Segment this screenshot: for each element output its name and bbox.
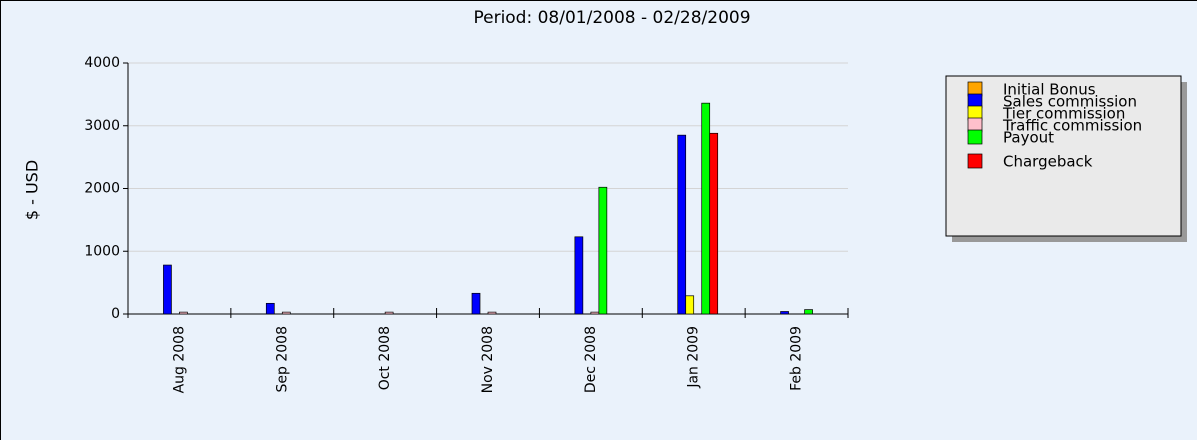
bar <box>163 264 172 315</box>
y-tick-label: 3000 <box>84 118 120 134</box>
legend <box>945 75 1182 237</box>
y-tick-label: 2000 <box>84 181 120 197</box>
x-tick-label: Dec 2008 <box>583 326 599 393</box>
bar <box>709 132 719 315</box>
bar <box>701 102 711 315</box>
legend-label: Traffic commission <box>1002 117 1142 135</box>
legend-label: Tier commission <box>1002 105 1125 123</box>
x-tick-label: Feb 2009 <box>789 326 805 391</box>
bar <box>574 236 584 315</box>
bar <box>598 186 608 315</box>
bar <box>804 309 813 315</box>
bar <box>780 311 789 315</box>
bar <box>384 311 394 315</box>
x-tick-label: Nov 2008 <box>480 326 496 393</box>
x-tick-label: Sep 2008 <box>274 326 290 392</box>
legend-label: Chargeback <box>1003 153 1093 171</box>
x-tick-label: Aug 2008 <box>171 326 187 393</box>
y-tick-label: 4000 <box>84 55 120 71</box>
legend-label: Sales commission <box>1003 93 1137 111</box>
legend-swatch <box>967 153 983 169</box>
y-tick-label: 1000 <box>84 243 120 259</box>
y-axis-label: $ - USD <box>23 160 42 220</box>
x-tick-label: Jan 2009 <box>686 326 702 389</box>
bar <box>179 311 188 315</box>
x-tick-label: Oct 2008 <box>377 326 393 390</box>
chart-title: Period: 08/01/2008 - 02/28/2009 <box>473 8 750 28</box>
bar <box>471 292 481 315</box>
bar <box>487 311 497 315</box>
bar <box>677 134 687 315</box>
bar <box>590 311 600 315</box>
legend-swatch <box>967 129 983 145</box>
legend-label: Initial Bonus <box>1003 81 1096 99</box>
bar <box>265 302 275 315</box>
bar <box>281 311 291 315</box>
y-tick-label: 0 <box>111 306 120 322</box>
legend-label: Payout <box>1003 129 1054 147</box>
bar <box>685 295 695 315</box>
